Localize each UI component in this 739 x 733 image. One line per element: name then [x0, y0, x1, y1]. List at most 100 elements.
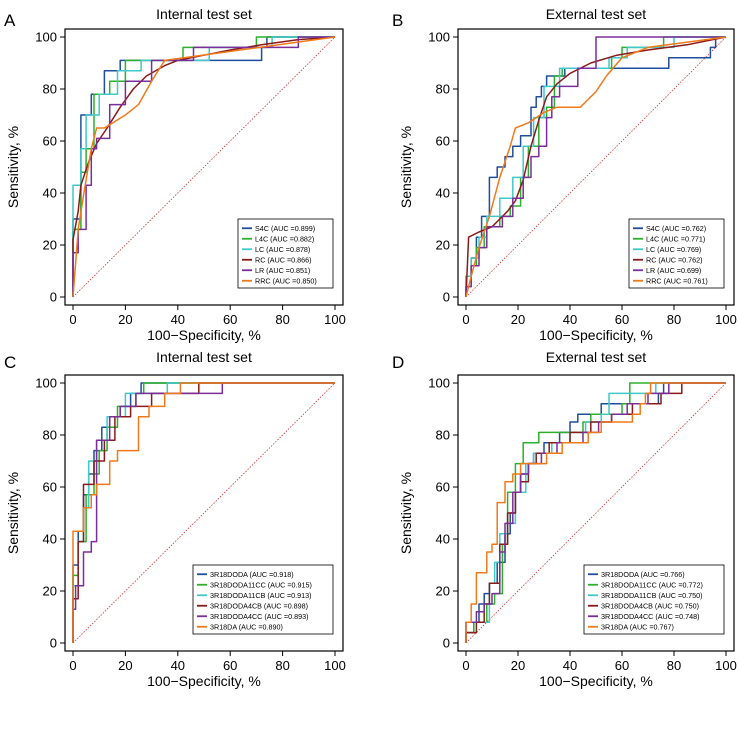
- y-tick-label: 20: [43, 238, 57, 253]
- y-tick-label: 40: [436, 532, 450, 547]
- y-tick-label: 60: [43, 480, 57, 495]
- y-tick-label: 0: [443, 290, 450, 305]
- y-tick-label: 60: [43, 134, 57, 149]
- legend-entry: 3R18DODA (AUC =0.766): [601, 570, 685, 579]
- legend-entry: LR (AUC =0.699): [646, 266, 701, 275]
- x-tick-label: 40: [563, 658, 577, 673]
- y-axis-label: Sensitivity, %: [5, 126, 21, 208]
- reference-diagonal: [465, 36, 727, 298]
- roc-curve-4: [465, 36, 727, 298]
- x-tick-label: 0: [69, 312, 76, 327]
- legend-entry: 3R18DODA4CB (AUC =0.750): [601, 601, 699, 610]
- roc-curve-5: [72, 382, 335, 643]
- x-tick-label: 20: [511, 658, 525, 673]
- x-tick-label: 40: [171, 658, 185, 673]
- x-axis-label: 100−Specificity, %: [539, 327, 653, 343]
- roc-curve-4: [72, 36, 336, 297]
- legend-entry: L4C (AUC =0.882): [255, 234, 314, 243]
- panel-letter: C: [4, 353, 16, 372]
- x-axis-label: 100−Specificity, %: [539, 673, 653, 689]
- y-tick-label: 80: [436, 428, 450, 443]
- legend-entry: 3R18DODA11CC (AUC =0.772): [601, 580, 703, 589]
- y-tick-label: 20: [436, 238, 450, 253]
- x-tick-label: 0: [462, 658, 469, 673]
- legend-entry: 3R18DODA11CB (AUC =0.750): [601, 591, 703, 600]
- legend-entry: 3R18DODA11CC (AUC =0.915): [210, 580, 312, 589]
- x-tick-label: 0: [462, 312, 469, 327]
- legend-entry: RRC (AUC =0.761): [646, 276, 708, 285]
- legend-entry: L4C (AUC =0.771): [646, 234, 705, 243]
- legend-entry: 3R18DODA4CC (AUC =0.893): [210, 612, 308, 621]
- legend: 3R18DODA (AUC =0.918)3R18DODA11CC (AUC =…: [192, 564, 334, 635]
- y-tick-label: 100: [428, 376, 450, 391]
- legend-entry: LC (AUC =0.769): [646, 245, 701, 254]
- panel-letter: A: [4, 11, 16, 30]
- panel-letter: D: [392, 353, 404, 372]
- plot-frame: [457, 374, 735, 652]
- roc-curve-6: [465, 36, 727, 298]
- panel-title: Internal test set: [156, 349, 252, 365]
- x-axis-label: 100−Specificity, %: [147, 327, 261, 343]
- y-tick-label: 60: [436, 480, 450, 495]
- y-axis-label: Sensitivity, %: [398, 126, 414, 208]
- y-tick-label: 60: [436, 134, 450, 149]
- roc-panel-d: D External test set 0 20 40 60 80 100 0 20 40 60 80 1…: [392, 349, 737, 689]
- panel-title: Internal test set: [156, 6, 252, 22]
- roc-panel-a: A Internal test set 0 20 40 60 80 100 0 20 40 60 80 1…: [4, 6, 346, 343]
- legend-entry: LR (AUC =0.851): [255, 266, 310, 275]
- y-tick-label: 20: [43, 584, 57, 599]
- y-tick-label: 100: [35, 30, 57, 45]
- legend-box: [628, 218, 725, 289]
- x-tick-label: 80: [667, 658, 681, 673]
- x-tick-label: 60: [223, 658, 237, 673]
- y-tick-label: 80: [436, 82, 450, 97]
- legend-entry: S4C (AUC =0.899): [255, 224, 315, 233]
- panel-letter: B: [392, 11, 403, 30]
- roc-curve-6: [72, 382, 335, 643]
- roc-curve-6: [72, 36, 336, 298]
- x-tick-label: 100: [324, 312, 346, 327]
- legend-entry: 3R18DODA4CB (AUC =0.898): [210, 601, 308, 610]
- x-tick-label: 60: [223, 312, 237, 327]
- roc-panel-b: B External test set 0 20 40 60 80 100 0 20 40 60 80 1…: [392, 6, 737, 343]
- panel-title: External test set: [546, 6, 646, 22]
- x-tick-label: 20: [118, 312, 132, 327]
- legend-entry: 3R18DODA4CC (AUC =0.748): [601, 612, 699, 621]
- legend-entry: 3R18DODA (AUC =0.918): [210, 570, 294, 579]
- x-tick-label: 100: [715, 658, 737, 673]
- y-axis-label: Sensitivity, %: [5, 472, 21, 554]
- x-tick-label: 60: [615, 312, 629, 327]
- y-axis-label: Sensitivity, %: [398, 472, 414, 554]
- legend-box: [192, 564, 334, 635]
- roc-curve-5: [465, 36, 726, 297]
- y-tick-label: 0: [50, 290, 57, 305]
- x-tick-label: 20: [511, 312, 525, 327]
- legend: S4C (AUC =0.762)L4C (AUC =0.771) LC (AUC …: [628, 218, 725, 289]
- legend-entry: RC (AUC =0.762): [646, 255, 703, 264]
- y-tick-label: 100: [35, 376, 57, 391]
- plot-frame: [64, 28, 344, 306]
- legend-box: [583, 564, 725, 635]
- plot-frame: [64, 374, 344, 652]
- y-tick-label: 40: [43, 186, 57, 201]
- x-tick-label: 0: [69, 658, 76, 673]
- legend: 3R18DODA (AUC =0.766)3R18DODA11CC (AUC =…: [583, 564, 725, 635]
- y-tick-label: 80: [43, 428, 57, 443]
- x-tick-label: 20: [118, 658, 132, 673]
- legend-entry: RC (AUC =0.866): [255, 255, 312, 264]
- x-tick-label: 100: [715, 312, 737, 327]
- x-tick-label: 80: [275, 658, 289, 673]
- panel-title: External test set: [546, 349, 646, 365]
- roc-panel-c: C Internal test set 0 20 40 60 80 100 0 20 40 60 80 1…: [4, 349, 346, 689]
- y-tick-label: 0: [443, 636, 450, 651]
- reference-diagonal: [465, 382, 727, 644]
- roc-curve-5: [72, 36, 335, 297]
- legend-entry: 3R18DA (AUC =0.890): [210, 622, 283, 631]
- legend-entry: S4C (AUC =0.762): [646, 224, 706, 233]
- x-tick-label: 40: [171, 312, 185, 327]
- x-tick-label: 60: [615, 658, 629, 673]
- legend-entry: LC (AUC =0.878): [255, 245, 310, 254]
- y-tick-label: 40: [436, 186, 450, 201]
- legend-box: [237, 218, 334, 289]
